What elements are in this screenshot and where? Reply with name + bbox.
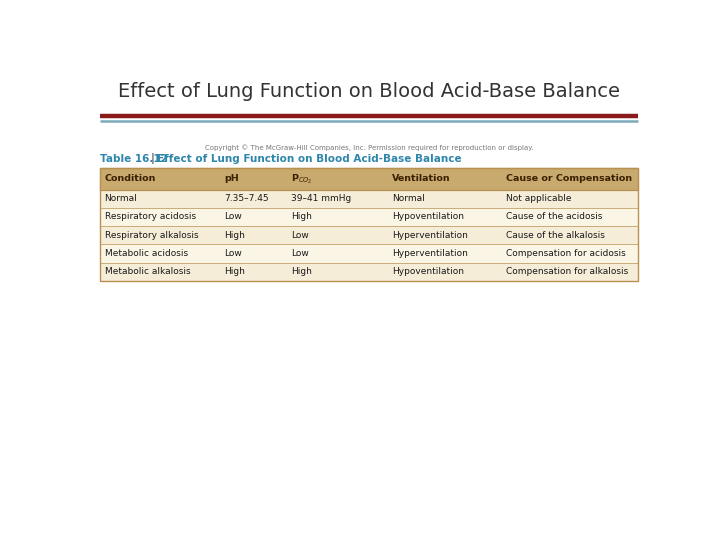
Text: |: |	[150, 153, 155, 164]
Bar	[100, 190, 638, 208]
Text: Low: Low	[225, 212, 242, 221]
Text: Effect of Lung Function on Blood Acid-Base Balance: Effect of Lung Function on Blood Acid-Ba…	[118, 82, 620, 102]
Text: Compensation for alkalosis: Compensation for alkalosis	[506, 267, 629, 276]
Text: Normal: Normal	[392, 194, 425, 203]
Text: High: High	[225, 231, 246, 240]
Text: High: High	[225, 267, 246, 276]
Bar	[100, 168, 638, 190]
Text: Cause of the acidosis: Cause of the acidosis	[506, 212, 603, 221]
Text: 7.35–7.45: 7.35–7.45	[225, 194, 269, 203]
Text: Hyperventilation: Hyperventilation	[392, 249, 468, 258]
Text: Low: Low	[292, 249, 309, 258]
Text: High: High	[292, 267, 312, 276]
Text: Cause or Compensation: Cause or Compensation	[506, 174, 632, 183]
Text: Respiratory alkalosis: Respiratory alkalosis	[104, 231, 198, 240]
Text: Table 16.12: Table 16.12	[100, 154, 168, 164]
Bar	[100, 226, 638, 245]
Text: Normal: Normal	[104, 194, 138, 203]
Text: Low: Low	[292, 231, 309, 240]
Bar	[100, 168, 638, 281]
Text: Cause of the alkalosis: Cause of the alkalosis	[506, 231, 605, 240]
Text: Copyright © The McGraw-Hill Companies, Inc. Permission required for reproduction: Copyright © The McGraw-Hill Companies, I…	[204, 145, 534, 151]
Text: Condition: Condition	[104, 174, 156, 183]
Text: Hypoventilation: Hypoventilation	[392, 267, 464, 276]
Bar	[100, 263, 638, 281]
Text: Low: Low	[225, 249, 242, 258]
Text: Respiratory acidosis: Respiratory acidosis	[104, 212, 196, 221]
Text: 39–41 mmHg: 39–41 mmHg	[292, 194, 351, 203]
Text: pH: pH	[225, 174, 239, 183]
Bar	[100, 245, 638, 263]
Text: Ventilation: Ventilation	[392, 174, 451, 183]
Bar	[100, 208, 638, 226]
Text: Not applicable: Not applicable	[506, 194, 572, 203]
Text: Compensation for acidosis: Compensation for acidosis	[506, 249, 626, 258]
Text: High: High	[292, 212, 312, 221]
Text: Metabolic alkalosis: Metabolic alkalosis	[104, 267, 190, 276]
Text: Effect of Lung Function on Blood Acid-Base Balance: Effect of Lung Function on Blood Acid-Ba…	[157, 154, 462, 164]
Text: P$_{CO_2}$: P$_{CO_2}$	[292, 172, 313, 186]
Text: Metabolic acidosis: Metabolic acidosis	[104, 249, 188, 258]
Text: Hyperventilation: Hyperventilation	[392, 231, 468, 240]
Text: Hypoventilation: Hypoventilation	[392, 212, 464, 221]
